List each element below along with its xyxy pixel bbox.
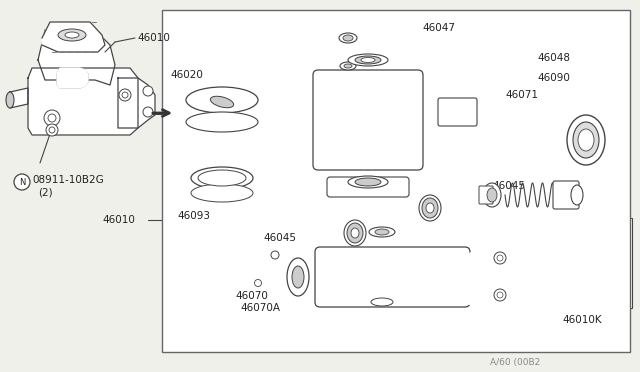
Ellipse shape xyxy=(211,96,234,108)
Ellipse shape xyxy=(361,58,375,62)
Text: 08911-10B2G: 08911-10B2G xyxy=(32,175,104,185)
Ellipse shape xyxy=(426,203,434,213)
Polygon shape xyxy=(458,247,510,308)
Circle shape xyxy=(143,107,153,117)
Ellipse shape xyxy=(191,167,253,189)
Text: (2): (2) xyxy=(38,187,52,197)
Polygon shape xyxy=(318,75,418,160)
Circle shape xyxy=(14,174,30,190)
FancyBboxPatch shape xyxy=(313,70,423,170)
Text: 46090: 46090 xyxy=(537,73,570,83)
Ellipse shape xyxy=(292,266,304,288)
Text: 46010K: 46010K xyxy=(562,315,602,325)
Text: A/60 (00B2: A/60 (00B2 xyxy=(490,357,540,366)
Ellipse shape xyxy=(344,64,352,68)
Text: 46045: 46045 xyxy=(492,181,525,191)
Text: 46070A: 46070A xyxy=(240,303,280,313)
Ellipse shape xyxy=(65,32,79,38)
Polygon shape xyxy=(57,68,88,88)
Circle shape xyxy=(494,252,506,264)
Ellipse shape xyxy=(419,195,441,221)
Ellipse shape xyxy=(351,228,359,238)
Ellipse shape xyxy=(287,258,309,296)
Circle shape xyxy=(44,110,60,126)
Ellipse shape xyxy=(375,229,389,235)
Circle shape xyxy=(271,251,279,259)
Text: 46010: 46010 xyxy=(137,33,170,43)
Circle shape xyxy=(497,292,503,298)
Ellipse shape xyxy=(355,56,381,64)
Polygon shape xyxy=(38,30,115,85)
Ellipse shape xyxy=(191,184,253,202)
Ellipse shape xyxy=(487,188,497,202)
Circle shape xyxy=(46,124,58,136)
Ellipse shape xyxy=(571,185,583,205)
Ellipse shape xyxy=(578,129,594,151)
Polygon shape xyxy=(118,78,155,128)
FancyBboxPatch shape xyxy=(479,186,493,204)
Ellipse shape xyxy=(348,176,388,188)
FancyBboxPatch shape xyxy=(315,247,470,307)
Circle shape xyxy=(143,86,153,96)
Polygon shape xyxy=(28,68,138,135)
Circle shape xyxy=(255,279,262,286)
Text: 46070: 46070 xyxy=(236,291,268,301)
Ellipse shape xyxy=(339,33,357,43)
Ellipse shape xyxy=(369,227,395,237)
FancyBboxPatch shape xyxy=(327,177,409,197)
Text: 46093: 46093 xyxy=(177,211,210,221)
Text: 46048: 46048 xyxy=(537,53,570,63)
Text: 46045: 46045 xyxy=(263,233,296,243)
Ellipse shape xyxy=(483,183,501,207)
Ellipse shape xyxy=(567,115,605,165)
Text: 46010: 46010 xyxy=(102,215,135,225)
Ellipse shape xyxy=(347,223,363,243)
FancyBboxPatch shape xyxy=(553,181,579,209)
Circle shape xyxy=(122,92,128,98)
Circle shape xyxy=(494,289,506,301)
Ellipse shape xyxy=(371,298,393,306)
Polygon shape xyxy=(42,22,105,52)
Ellipse shape xyxy=(58,29,86,41)
Circle shape xyxy=(49,127,55,133)
Ellipse shape xyxy=(186,112,258,132)
Ellipse shape xyxy=(355,178,381,186)
Text: 46071: 46071 xyxy=(505,90,538,100)
Ellipse shape xyxy=(348,54,388,66)
Polygon shape xyxy=(10,88,28,108)
Circle shape xyxy=(48,114,56,122)
Ellipse shape xyxy=(344,220,366,246)
Text: N: N xyxy=(19,177,25,186)
Circle shape xyxy=(497,255,503,261)
Ellipse shape xyxy=(6,92,14,108)
Text: 46020: 46020 xyxy=(170,70,203,80)
Bar xyxy=(522,218,632,308)
Circle shape xyxy=(119,89,131,101)
Ellipse shape xyxy=(573,122,599,158)
Text: 46047: 46047 xyxy=(422,23,455,33)
FancyBboxPatch shape xyxy=(438,98,477,126)
Ellipse shape xyxy=(343,35,353,41)
Bar xyxy=(162,10,630,352)
Ellipse shape xyxy=(186,87,258,113)
Ellipse shape xyxy=(198,170,246,186)
Bar xyxy=(295,45,525,220)
Ellipse shape xyxy=(422,198,438,218)
Ellipse shape xyxy=(340,62,356,70)
